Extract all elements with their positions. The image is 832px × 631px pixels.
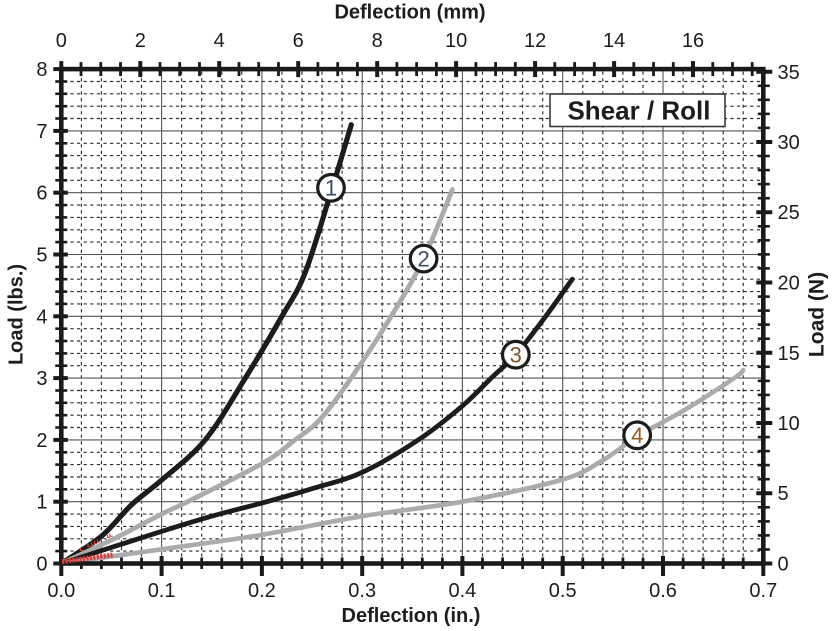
svg-text:0: 0 <box>778 554 789 576</box>
svg-text:0.1: 0.1 <box>148 580 176 602</box>
svg-text:8: 8 <box>36 59 47 81</box>
svg-text:0.0: 0.0 <box>47 580 75 602</box>
svg-text:15: 15 <box>778 343 800 365</box>
svg-text:0.5: 0.5 <box>549 580 577 602</box>
svg-text:Shear / Roll: Shear / Roll <box>567 96 710 126</box>
svg-text:16: 16 <box>682 30 704 52</box>
svg-text:4: 4 <box>214 30 225 52</box>
svg-text:Load (lbs.): Load (lbs.) <box>6 264 28 365</box>
svg-text:2: 2 <box>417 246 429 271</box>
svg-text:7: 7 <box>36 121 47 143</box>
svg-text:10: 10 <box>445 30 467 52</box>
svg-text:1: 1 <box>325 176 337 201</box>
svg-text:2: 2 <box>36 430 47 452</box>
svg-text:6: 6 <box>293 30 304 52</box>
svg-text:2: 2 <box>135 30 146 52</box>
svg-text:14: 14 <box>603 30 625 52</box>
svg-text:3: 3 <box>36 368 47 390</box>
svg-text:0: 0 <box>56 30 67 52</box>
svg-text:8: 8 <box>372 30 383 52</box>
svg-text:30: 30 <box>778 132 800 154</box>
svg-text:4: 4 <box>631 423 643 448</box>
svg-text:4: 4 <box>36 306 47 328</box>
svg-text:0.7: 0.7 <box>749 580 777 602</box>
svg-text:5: 5 <box>778 483 789 505</box>
svg-text:0: 0 <box>36 554 47 576</box>
svg-text:0.4: 0.4 <box>448 580 476 602</box>
svg-text:10: 10 <box>778 413 800 435</box>
svg-text:0.2: 0.2 <box>248 580 276 602</box>
svg-text:Load (N): Load (N) <box>806 272 829 357</box>
svg-text:5: 5 <box>36 245 47 267</box>
svg-text:0.3: 0.3 <box>348 580 376 602</box>
svg-text:3: 3 <box>510 343 522 368</box>
svg-text:Deflection (mm): Deflection (mm) <box>334 2 485 24</box>
svg-text:0.6: 0.6 <box>649 580 677 602</box>
svg-text:Deflection (in.): Deflection (in.) <box>342 605 481 627</box>
svg-text:12: 12 <box>524 30 546 52</box>
svg-text:25: 25 <box>778 202 800 224</box>
svg-text:1: 1 <box>36 492 47 514</box>
svg-text:35: 35 <box>778 62 800 84</box>
svg-text:6: 6 <box>36 183 47 205</box>
svg-text:20: 20 <box>778 273 800 295</box>
